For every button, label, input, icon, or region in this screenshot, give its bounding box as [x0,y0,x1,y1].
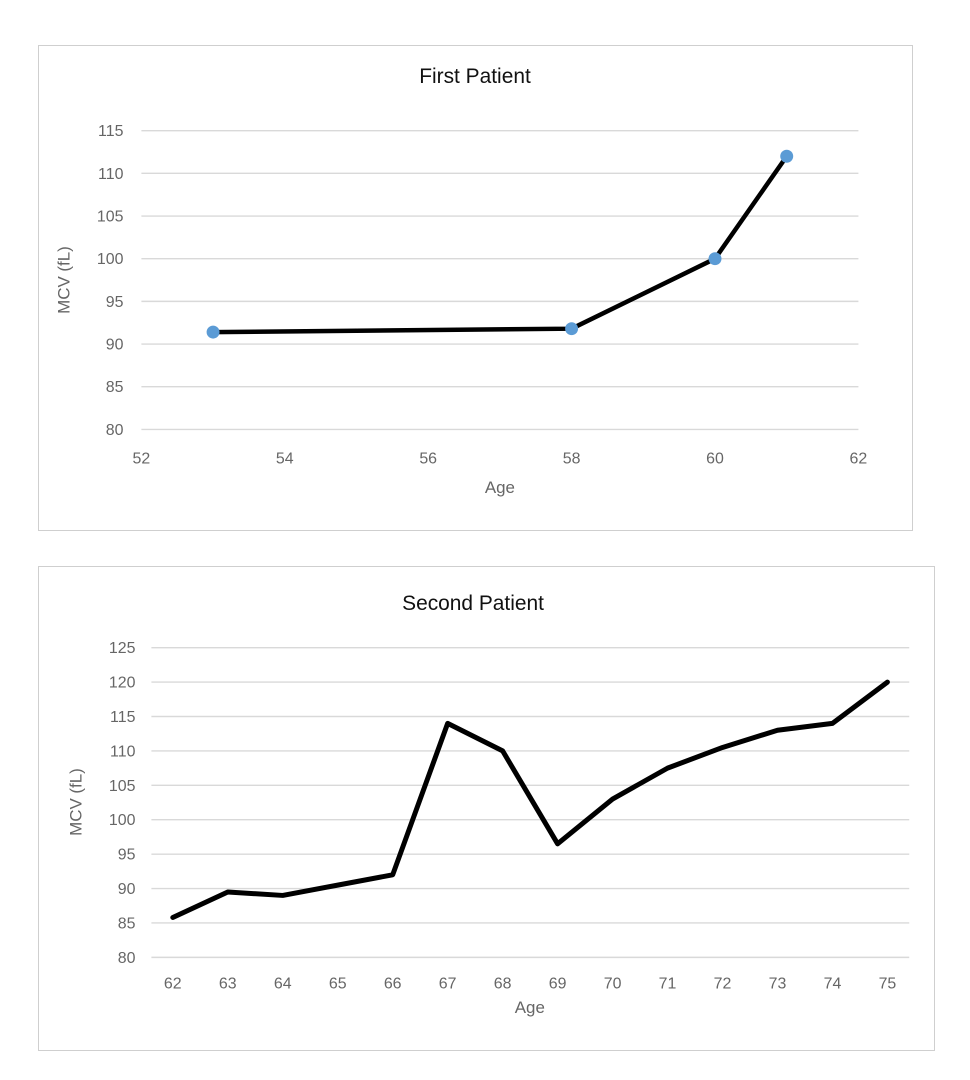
data-point-marker [708,252,722,266]
y-axis-title: MCV (fL) [55,246,74,314]
chart-title: Second Patient [402,592,544,615]
y-tick-label: 90 [106,337,124,354]
y-tick-label: 110 [110,743,136,760]
y-tick-label: 120 [109,675,136,692]
second-patient-chart-canvas: Second Patient Age MCV (fL) 80 85 90 95 100 1… [67,592,910,1017]
x-tick-label: 69 [549,975,567,992]
y-tick-label: 85 [106,379,124,396]
x-axis-title: Age [515,998,545,1017]
x-tick-label: 67 [439,975,457,992]
data-point-marker [206,325,220,339]
x-tick-label: 62 [850,450,868,467]
x-tick-label: 62 [164,975,182,992]
x-tick-label: 66 [384,975,402,992]
y-tick-label: 110 [98,166,124,183]
x-tick-label: 56 [419,450,437,467]
x-tick-label: 54 [276,450,294,467]
y-axis-title: MCV (fL) [67,768,86,836]
x-tick-label: 70 [604,975,622,992]
y-tick-label: 95 [118,847,136,864]
x-tick-label: 65 [329,975,347,992]
chart-title: First Patient [419,65,531,88]
y-tick-label: 100 [109,812,136,829]
x-tick-label: 60 [706,450,724,467]
x-tick-label: 58 [563,450,581,467]
first-patient-chart-panel: First Patient Age MCV (fL) 80 85 90 95 100 10… [38,45,913,531]
x-tick-label: 52 [133,450,151,467]
y-tick-label: 95 [106,294,124,311]
y-tick-label: 105 [97,208,124,225]
y-tick-label: 115 [110,709,136,726]
y-tick-label: 125 [109,640,136,657]
data-point-marker [565,322,579,336]
x-tick-label: 73 [769,975,787,992]
plot-area: 80 85 90 95 100 105 110 115 120 125 62 63 64 65 66 67 68… [109,640,910,992]
y-tick-label: 100 [97,251,124,268]
y-tick-label: 80 [118,950,136,967]
y-tick-label: 85 [118,915,136,932]
x-tick-label: 74 [824,975,842,992]
x-tick-label: 63 [219,975,237,992]
mcv-line-series [210,154,789,335]
plot-area: 80 85 90 95 100 105 110 115 52 54 56 58 60 62 [97,123,868,467]
mcv-line-series [170,679,890,920]
y-tick-label: 80 [106,422,124,439]
data-point-marker [780,149,794,163]
x-axis-title: Age [485,478,515,497]
y-tick-label: 105 [109,778,136,795]
x-tick-label: 72 [714,975,732,992]
second-patient-chart-panel: Second Patient Age MCV (fL) 80 85 90 95 100 1… [38,566,935,1051]
x-tick-label: 68 [494,975,512,992]
first-patient-chart-canvas: First Patient Age MCV (fL) 80 85 90 95 100 10… [55,65,868,497]
x-tick-label: 71 [659,975,677,992]
y-tick-label: 115 [98,123,124,140]
x-tick-label: 75 [879,975,897,992]
y-tick-label: 90 [118,881,136,898]
x-tick-label: 64 [274,975,292,992]
